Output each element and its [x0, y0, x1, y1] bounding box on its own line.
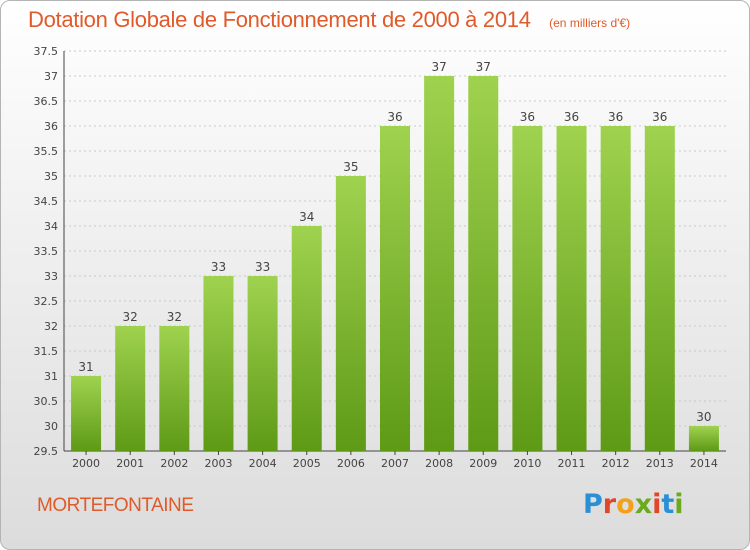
x-tick-label: 2004 [249, 457, 277, 470]
bar [512, 126, 543, 451]
y-tick-label: 35 [44, 170, 58, 183]
value-labels: 31 32 32 33 33 34 35 36 37 37 36 36 36 36 30 [78, 60, 711, 424]
x-tick-label: 2006 [337, 457, 365, 470]
x-tick-label: 2010 [513, 457, 541, 470]
bar-value-label: 31 [78, 360, 93, 374]
y-tick-label: 30 [44, 420, 58, 433]
bar [468, 76, 499, 451]
logo-letter: t [661, 489, 675, 520]
bar-value-label: 37 [476, 60, 491, 74]
y-tick-label: 36 [44, 120, 58, 133]
x-tick-label: 2008 [425, 457, 453, 470]
bar [71, 376, 102, 451]
y-tick-label: 32 [44, 320, 58, 333]
y-tick-label: 34.5 [34, 195, 59, 208]
bar-value-label: 36 [387, 110, 402, 124]
chart-unit: (en milliers d'€) [549, 16, 631, 30]
x-tick-label: 2011 [558, 457, 586, 470]
bar [424, 76, 455, 451]
bar-value-label: 36 [564, 110, 579, 124]
x-tick-label: 2009 [469, 457, 497, 470]
x-tick-label: 2001 [116, 457, 144, 470]
logo-letter: r [602, 489, 617, 520]
chart-title: Dotation Globale de Fonctionnement de 20… [28, 7, 531, 32]
bar-value-label: 33 [211, 260, 226, 274]
bar [688, 426, 719, 451]
y-tick-label: 34 [44, 220, 58, 233]
bar [556, 126, 587, 451]
logo-letter: P [583, 489, 603, 520]
y-tick-label: 31.5 [34, 345, 59, 358]
y-tick-label: 35.5 [34, 145, 59, 158]
bar-value-label: 34 [299, 210, 314, 224]
y-tick-label: 31 [44, 370, 58, 383]
y-tick-labels: 29.5 30 30.5 31 31.5 32 32.5 33 33.5 34 34.5 35 35.5… [34, 45, 59, 458]
y-tick-label: 36.5 [34, 95, 59, 108]
y-tick-label: 32.5 [34, 295, 59, 308]
bar-value-label: 32 [123, 310, 138, 324]
logo-letter: x [634, 489, 653, 520]
bar-value-label: 36 [520, 110, 535, 124]
bar-value-label: 33 [255, 260, 270, 274]
bar-value-label: 30 [696, 410, 711, 424]
bar [159, 326, 190, 451]
bar [335, 176, 366, 451]
x-tick-labels: 2000 2001 2002 2003 2004 2005 2006 2007 2008 2009… [72, 457, 718, 470]
y-tick-label: 37.5 [34, 45, 59, 58]
y-tick-label: 29.5 [34, 445, 59, 458]
bar [644, 126, 675, 451]
title-row: Dotation Globale de Fonctionnement de 20… [28, 7, 630, 33]
logo-letter: o [616, 489, 635, 520]
bar [247, 276, 278, 451]
bar [379, 126, 411, 451]
bar-value-label: 32 [167, 310, 182, 324]
x-tick-label: 2005 [293, 457, 321, 470]
logo-letter: i [652, 489, 662, 520]
x-tick-label: 2013 [646, 457, 674, 470]
y-tick-label: 37 [44, 70, 58, 83]
bar [291, 226, 322, 451]
x-tick-label: 2007 [381, 457, 409, 470]
x-tick-label: 2012 [602, 457, 630, 470]
bar [600, 126, 631, 451]
y-tick-label: 33.5 [34, 245, 59, 258]
x-tick-label: 2000 [72, 457, 100, 470]
bar-value-label: 36 [608, 110, 623, 124]
y-tick-label: 30.5 [34, 395, 59, 408]
x-tick-label: 2014 [690, 457, 718, 470]
bar-value-label: 36 [652, 110, 667, 124]
commune-name: MORTEFONTAINE [37, 495, 194, 516]
bar [203, 276, 234, 451]
y-tick-label: 33 [44, 270, 58, 283]
logo-letter: i [674, 489, 684, 520]
x-tick-label: 2002 [160, 457, 188, 470]
bar [115, 326, 146, 451]
proxiti-logo: Proxiti [583, 489, 684, 520]
bar-value-label: 35 [343, 160, 358, 174]
x-tick-label: 2003 [204, 457, 232, 470]
bars [71, 76, 719, 451]
bar-value-label: 37 [431, 60, 446, 74]
